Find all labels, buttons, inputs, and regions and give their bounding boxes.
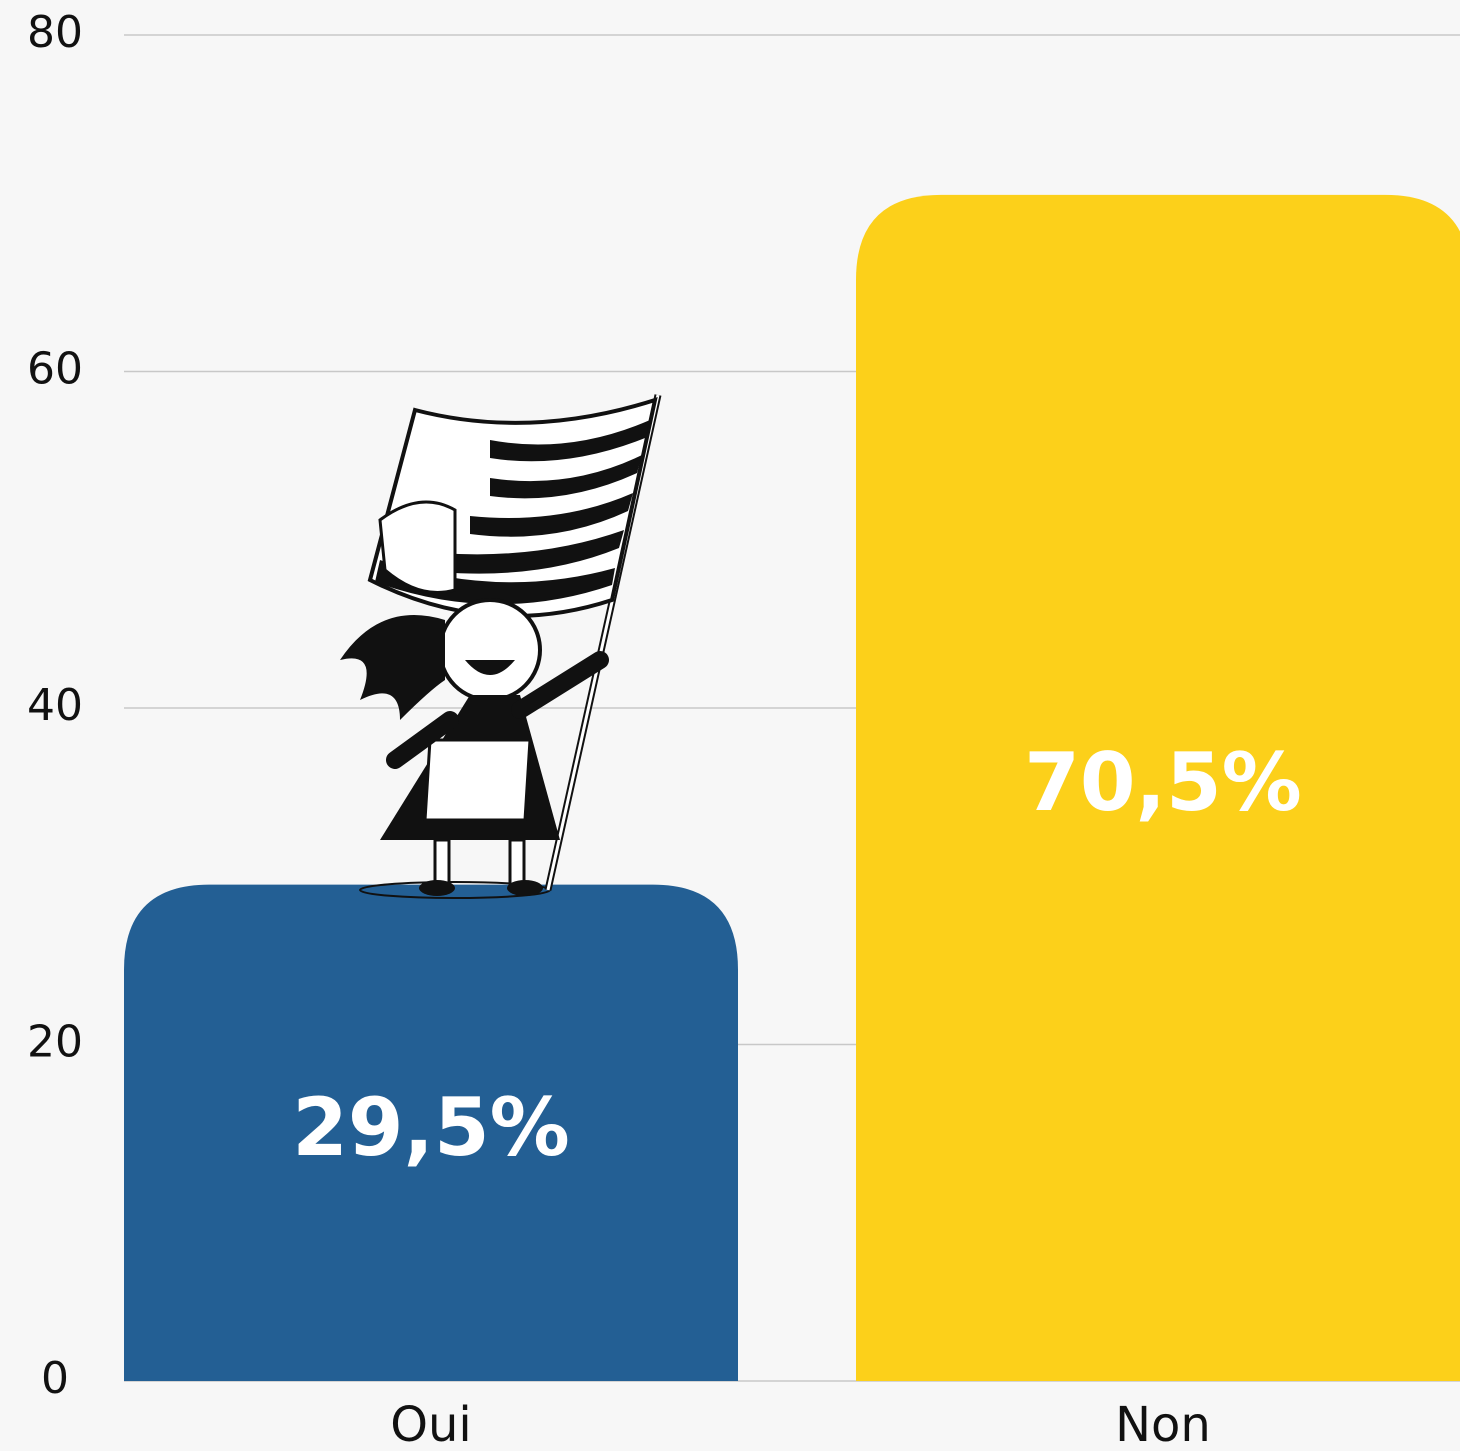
bars [124,194,1460,1381]
x-tick-label: Non [1115,1397,1211,1451]
illustration [340,394,662,899]
labels: 0 20 40 60 80 Oui 29,5% Non 70,5% [27,7,1302,1451]
y-tick-label: 40 [27,680,83,731]
y-tick-label: 20 [27,1017,83,1068]
bar [124,884,738,1381]
y-tick-label: 0 [41,1353,69,1404]
y-tick-label: 80 [27,7,83,58]
x-tick-label: Oui [390,1397,472,1451]
value-label: 29,5% [292,1081,570,1174]
bar [856,194,1460,1381]
y-tick-label: 60 [27,344,83,395]
value-label: 70,5% [1024,736,1302,829]
